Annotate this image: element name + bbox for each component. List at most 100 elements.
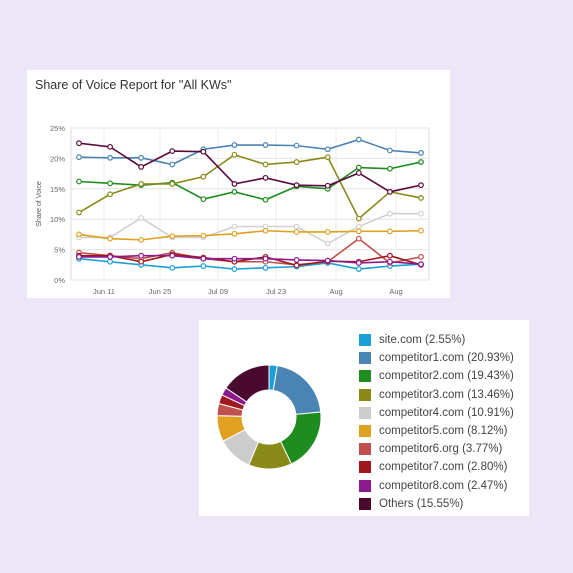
series-point bbox=[231, 266, 238, 272]
legend-item: competitor8.com (2.47%) bbox=[359, 477, 514, 495]
legend-label: competitor4.com (10.91%) bbox=[379, 406, 514, 419]
series-point bbox=[418, 150, 424, 156]
series-point bbox=[355, 228, 362, 235]
y-axis-label: Share of Voice bbox=[36, 181, 43, 227]
series-point bbox=[231, 230, 238, 237]
series-point bbox=[231, 188, 238, 195]
series-point bbox=[200, 173, 207, 180]
series-point bbox=[169, 181, 176, 187]
legend-swatch bbox=[359, 352, 371, 365]
legend-label: competitor5.com (8.12%) bbox=[379, 425, 508, 438]
series-point bbox=[387, 228, 393, 235]
y-tick-label: 20% bbox=[50, 154, 65, 163]
donut-chart-panel: site.com (2.55%) competitor1.com (20.93%)… bbox=[199, 320, 529, 516]
legend-item: competitor7.com (2.80%) bbox=[359, 458, 514, 476]
series-point bbox=[107, 258, 113, 265]
legend-swatch bbox=[359, 406, 371, 419]
series-point bbox=[107, 143, 113, 150]
series-point bbox=[324, 229, 331, 235]
legend-swatch bbox=[359, 334, 371, 347]
series-point bbox=[324, 146, 331, 153]
series-point bbox=[355, 215, 362, 222]
series-point bbox=[107, 235, 113, 242]
series-point bbox=[355, 170, 362, 176]
series-point bbox=[231, 223, 238, 230]
series-point bbox=[262, 142, 269, 148]
series-point bbox=[107, 253, 113, 260]
series-point bbox=[418, 227, 424, 234]
series-line-3 bbox=[78, 153, 422, 220]
series-point bbox=[387, 258, 393, 265]
legend-swatch bbox=[359, 388, 371, 401]
series-point bbox=[138, 154, 145, 161]
series-point bbox=[138, 252, 145, 259]
legend-label: site.com (2.55%) bbox=[379, 334, 466, 347]
legend-item: Others (15.55%) bbox=[359, 495, 514, 513]
series-point bbox=[355, 136, 362, 143]
legend-label: competitor1.com (20.93%) bbox=[379, 352, 514, 365]
series-point bbox=[262, 227, 269, 234]
series-point bbox=[418, 159, 424, 165]
series-point bbox=[231, 181, 238, 187]
series-point bbox=[169, 161, 176, 168]
series-point bbox=[138, 164, 145, 170]
legend-label: competitor6.org (3.77%) bbox=[379, 443, 503, 456]
legend-label: competitor8.com (2.47%) bbox=[379, 479, 508, 492]
series-point bbox=[324, 257, 331, 264]
series-point bbox=[355, 164, 362, 171]
donut-legend: site.com (2.55%) competitor1.com (20.93%)… bbox=[359, 331, 514, 513]
series-point bbox=[200, 148, 207, 155]
series-point bbox=[418, 261, 424, 268]
legend-label: competitor3.com (13.46%) bbox=[379, 388, 514, 401]
donut-chart bbox=[216, 364, 322, 470]
x-tick-label: Aug bbox=[329, 287, 342, 296]
legend-swatch bbox=[359, 443, 371, 456]
series-point bbox=[231, 151, 238, 158]
legend-item: competitor4.com (10.91%) bbox=[359, 404, 514, 422]
series-point bbox=[262, 161, 269, 168]
series-point bbox=[138, 181, 145, 187]
series-point bbox=[293, 223, 300, 230]
series-point bbox=[387, 210, 393, 217]
series-point bbox=[293, 159, 300, 165]
series-point bbox=[169, 233, 176, 240]
series-line-1 bbox=[78, 138, 422, 166]
series-point bbox=[262, 255, 269, 262]
series-point bbox=[262, 264, 269, 271]
series-point bbox=[324, 154, 331, 161]
plot-area bbox=[70, 127, 430, 281]
series-line-8 bbox=[79, 254, 422, 265]
series-point bbox=[107, 180, 113, 187]
series-point bbox=[355, 260, 362, 266]
series-point bbox=[231, 255, 238, 262]
legend-label: competitor2.com (19.43%) bbox=[379, 370, 514, 383]
legend-swatch bbox=[359, 461, 371, 474]
legend-item: competitor2.com (19.43%) bbox=[359, 367, 514, 385]
x-tick-label: Jul 09 bbox=[208, 287, 228, 296]
legend-swatch bbox=[359, 370, 371, 383]
chart-title: Share of Voice Report for "All KWs" bbox=[35, 78, 232, 92]
legend-item: site.com (2.55%) bbox=[359, 331, 514, 349]
series-point bbox=[138, 236, 145, 243]
legend-item: competitor3.com (13.46%) bbox=[359, 386, 514, 404]
series-line-9 bbox=[78, 142, 422, 193]
series-point bbox=[76, 209, 82, 216]
series-point bbox=[293, 182, 300, 189]
series-point bbox=[387, 147, 393, 154]
donut-slice-9 bbox=[225, 364, 270, 403]
series-line-4 bbox=[79, 212, 421, 245]
series-point bbox=[231, 142, 238, 148]
series-point bbox=[324, 240, 331, 247]
line-chart-panel: Share of Voice Report for "All KWs" 0% 5%… bbox=[27, 70, 450, 298]
series-point bbox=[200, 232, 207, 239]
y-tick-label: 10% bbox=[50, 215, 65, 224]
series-point bbox=[293, 229, 300, 235]
series-point bbox=[200, 263, 207, 269]
series-line-6 bbox=[78, 237, 422, 266]
legend-label: Others (15.55%) bbox=[379, 497, 464, 510]
series-point bbox=[418, 253, 424, 260]
y-tick-label: 25% bbox=[50, 124, 65, 133]
legend-item: competitor5.com (8.12%) bbox=[359, 422, 514, 440]
legend-swatch bbox=[359, 497, 371, 510]
series-point bbox=[76, 154, 82, 161]
